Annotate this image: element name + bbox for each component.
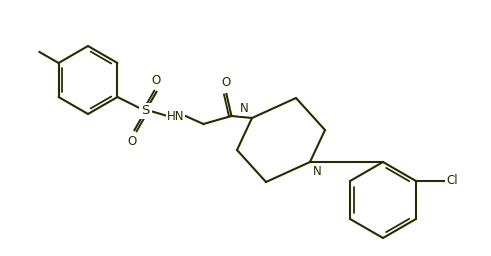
Text: S: S bbox=[141, 104, 150, 118]
Text: Cl: Cl bbox=[446, 175, 458, 187]
Text: O: O bbox=[222, 76, 231, 89]
Text: O: O bbox=[128, 135, 137, 148]
Text: N: N bbox=[240, 102, 249, 115]
Text: HN: HN bbox=[167, 110, 184, 123]
Text: N: N bbox=[313, 165, 322, 178]
Text: O: O bbox=[152, 74, 161, 87]
